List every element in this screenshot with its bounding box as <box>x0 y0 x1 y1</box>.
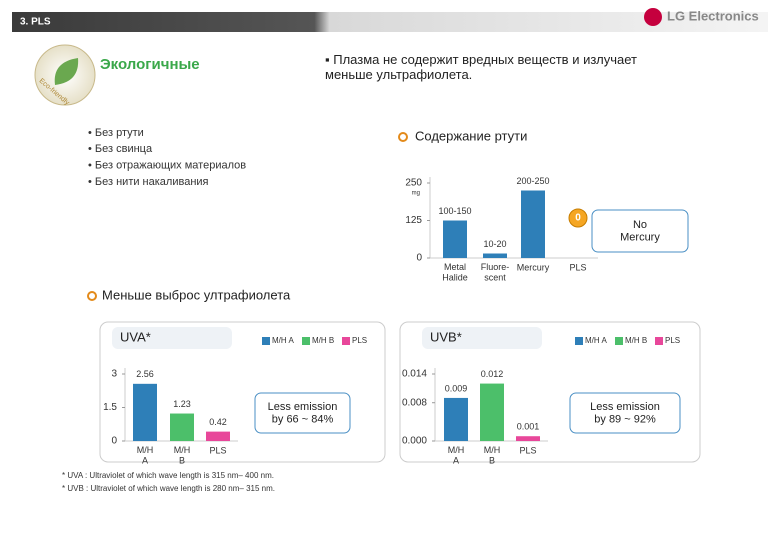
footnote: * UVB : Ultraviolet of which wave length… <box>62 484 275 493</box>
x-tick-label: M/H A <box>448 445 465 465</box>
uvb-frame <box>399 321 701 463</box>
footnote: * UVA : Ultraviolet of which wave length… <box>62 471 274 480</box>
bullet: • Без ртути <box>88 127 144 139</box>
legend-swatch <box>302 337 310 345</box>
legend-swatch <box>342 337 350 345</box>
bullet: • Без отражающих материалов <box>88 160 246 172</box>
leaf <box>54 58 79 85</box>
value-label: 1.23 <box>173 399 191 409</box>
bullet: • Без нити накаливания <box>88 176 209 188</box>
x-tick-label: PLS <box>519 445 536 455</box>
y-tick-label: 0 <box>111 436 117 447</box>
x-tick-label: PLS <box>569 262 586 272</box>
y-tick-label: 0 <box>416 253 422 264</box>
x-tick-label: Mercury <box>517 262 550 272</box>
lg-logo <box>644 8 662 26</box>
y-tick-label: 0.014 <box>402 369 427 380</box>
y-tick-label: 125 <box>405 215 422 226</box>
x-tick-label: M/H B <box>484 445 501 465</box>
x-tick-label: Fluore-scent <box>481 262 510 282</box>
callout <box>569 392 681 434</box>
legend-label: M/H A <box>585 336 607 345</box>
y-tick-label: 0.008 <box>402 397 427 408</box>
bullet-icon <box>398 132 408 142</box>
value-label: 0 <box>575 213 581 224</box>
x-tick-label: PLS <box>209 445 226 455</box>
value-label: 0.012 <box>481 369 504 379</box>
bar <box>483 253 507 258</box>
callout-text: No Mercury <box>620 219 660 244</box>
legend-swatch <box>615 337 623 345</box>
bar <box>516 436 540 441</box>
bar <box>443 220 467 258</box>
callout-text: Less emission by 89 ~ 92% <box>590 401 660 426</box>
bullet-icon <box>87 291 97 301</box>
value-label: 0.001 <box>517 422 540 432</box>
callout <box>591 209 689 253</box>
legend-label: M/H B <box>625 336 647 345</box>
x-tick-label: M/H B <box>174 445 191 465</box>
bar <box>480 383 504 441</box>
brand: LG Electronics <box>667 8 759 23</box>
bar <box>444 397 468 441</box>
value-label: 100-150 <box>438 206 471 216</box>
y-axis-label: mg <box>412 191 420 197</box>
header-bar <box>12 12 768 32</box>
callout <box>254 392 351 434</box>
title-box <box>112 327 232 349</box>
eco-title: Экологичные <box>100 56 200 73</box>
value-label: 200-250 <box>516 176 549 186</box>
uva-frame <box>99 321 386 463</box>
x-tick-label: Metal Halide <box>442 262 468 282</box>
value-label: 0.009 <box>445 383 468 393</box>
bar <box>133 383 157 441</box>
section-title: 3. PLS <box>20 17 51 28</box>
chart-title: UVA* <box>120 329 151 344</box>
legend-label: M/H B <box>312 336 334 345</box>
title-box <box>422 327 542 349</box>
bar <box>206 431 230 441</box>
bar <box>170 413 194 441</box>
chart-title: UVB* <box>430 329 462 344</box>
y-tick-label: 250 <box>405 178 422 189</box>
uv-heading: Меньше выброс ултрафиолета <box>102 287 291 302</box>
legend-label: PLS <box>352 336 367 345</box>
bullet: • Без свинца <box>88 143 153 155</box>
legend-swatch <box>655 337 663 345</box>
zero-badge <box>568 208 588 228</box>
y-tick-label: 3 <box>111 369 117 380</box>
statement: ▪ Плазма не содержит вредных веществ и и… <box>325 52 637 82</box>
legend-swatch <box>262 337 270 345</box>
chart-title: Содержание ртути <box>415 128 527 143</box>
legend-label: M/H A <box>272 336 294 345</box>
value-label: 2.56 <box>136 369 154 379</box>
value-label: 0.42 <box>209 417 227 427</box>
y-tick-label: 1.5 <box>103 402 117 413</box>
legend-swatch <box>575 337 583 345</box>
y-tick-label: 0.000 <box>402 436 427 447</box>
callout-text: Less emission by 66 ~ 84% <box>268 401 338 426</box>
bar <box>521 190 545 258</box>
legend-label: PLS <box>665 336 680 345</box>
x-tick-label: M/H A <box>137 445 154 465</box>
value-label: 10-20 <box>483 239 506 249</box>
